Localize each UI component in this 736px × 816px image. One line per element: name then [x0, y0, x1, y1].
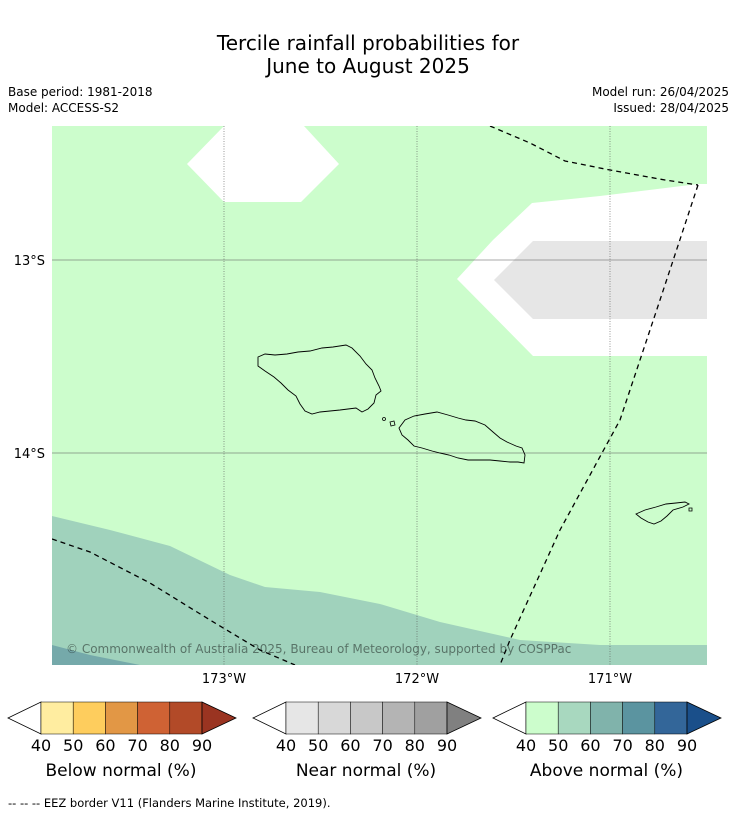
colorbar-under-arrow: [492, 701, 527, 735]
lat-label-13s: 13°S: [14, 254, 45, 269]
graticule: [52, 126, 707, 665]
colorbar-label-near: Near normal (%): [295, 761, 437, 781]
island-tutuila: [635, 501, 691, 525]
colorbar-above-normal: 40 50 60 70 80 90: [492, 701, 722, 755]
colorbar-tick-label: 70: [612, 736, 632, 755]
colorbar-label-above: Above normal (%): [529, 761, 684, 781]
colorbar-segment: [105, 701, 138, 735]
colorbar-segment: [285, 701, 319, 735]
issued-date: Issued: 28/04/2025: [613, 101, 729, 115]
probability-map: © Commonwealth of Australia 2025, Bureau…: [7, 126, 722, 755]
colorbar-tick-label: 70: [127, 736, 147, 755]
colorbar-tick-label: 90: [192, 736, 212, 755]
colorbar-tick-label: 70: [372, 736, 392, 755]
colorbar-tick-label: 90: [437, 736, 457, 755]
model-run-date: Model run: 26/04/2025: [591, 85, 729, 99]
colorbar-tick-label: 60: [340, 736, 360, 755]
lat-label-14s: 14°S: [14, 447, 45, 462]
copyright-notice: © Commonwealth of Australia 2025, Bureau…: [66, 642, 571, 656]
lon-label-173w: 173°W: [202, 672, 246, 687]
colorbar-segment: [72, 701, 106, 735]
base-period: Base period: 1981-2018: [8, 85, 153, 99]
above-normal-strong-corner: [52, 645, 140, 665]
colorbar-tick-label: 40: [31, 736, 51, 755]
colorbar-segment: [350, 701, 383, 735]
colorbar-segment: [557, 701, 591, 735]
colorbar-over-arrow: [201, 701, 237, 735]
colorbar-tick-label: 50: [63, 736, 83, 755]
colorbar-over-arrow: [686, 701, 722, 735]
island-upolu: [398, 411, 526, 464]
colorbar-tick-label: 80: [160, 736, 180, 755]
colorbar-segment: [169, 701, 203, 735]
colorbar-segment: [654, 701, 688, 735]
map-title-line2: June to August 2025: [266, 54, 470, 78]
colorbar-tick-label: 80: [645, 736, 665, 755]
colorbar-segment: [590, 701, 623, 735]
colorbar-over-arrow: [446, 701, 482, 735]
colorbar-tick-label: 50: [308, 736, 328, 755]
colorbar-segment: [414, 701, 448, 735]
lon-label-171w: 171°W: [588, 672, 632, 687]
above-normal-band-south: [52, 516, 707, 665]
colorbar-segment: [40, 701, 74, 735]
near-normal-area: [494, 241, 707, 319]
colorbar-tick-label: 40: [516, 736, 536, 755]
colorbar-tick-label: 60: [95, 736, 115, 755]
colorbar-tick-label: 90: [677, 736, 697, 755]
colorbar-under-arrow: [7, 701, 42, 735]
colorbar-tick-label: 60: [580, 736, 600, 755]
islet-apolima: [382, 417, 386, 421]
eez-legend-note: -- -- -- EEZ border V11 (Flanders Marine…: [8, 796, 331, 810]
colorbar-segment: [525, 701, 559, 735]
colorbar-tick-label: 50: [548, 736, 568, 755]
colorbar-below-normal: 40 50 60 70 80 90: [7, 701, 237, 755]
island-aunuu: [688, 507, 693, 512]
colorbar-segment: [382, 701, 416, 735]
colorbar-segment: [137, 701, 171, 735]
islet-manono: [389, 420, 396, 427]
no-category-area-north: [187, 126, 339, 202]
colorbar-segment: [622, 701, 656, 735]
island-savaii: [257, 344, 382, 415]
colorbar-segment: [317, 701, 351, 735]
model-name: Model: ACCESS-S2: [8, 101, 120, 115]
lon-label-172w: 172°W: [395, 672, 439, 687]
colorbar-label-below: Below normal (%): [45, 761, 197, 781]
colorbar-near-normal: 40 50 60 70 80 90: [252, 701, 482, 755]
eez-border: [52, 126, 699, 665]
colorbar-under-arrow: [252, 701, 287, 735]
map-title-line1: Tercile rainfall probabilities for: [216, 31, 520, 55]
colorbar-tick-label: 40: [276, 736, 296, 755]
colorbar-tick-label: 80: [405, 736, 425, 755]
